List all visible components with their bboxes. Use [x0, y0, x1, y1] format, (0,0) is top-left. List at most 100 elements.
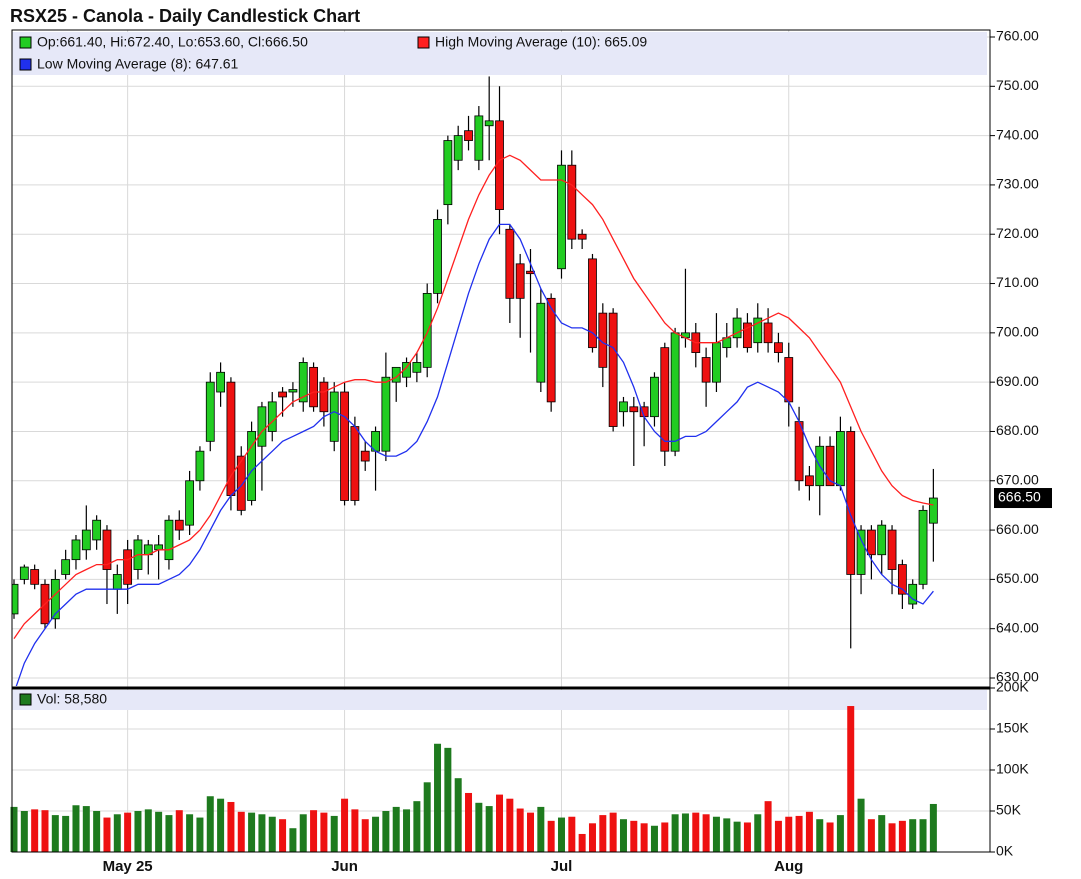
volume-bar	[847, 706, 855, 852]
last-price-badge	[994, 488, 1052, 509]
candle-body	[12, 583, 19, 615]
y-tick-label: 740.00	[996, 126, 1039, 142]
volume-bar	[113, 814, 121, 852]
candle-body	[588, 258, 597, 349]
volume-bar	[454, 778, 462, 852]
candle-body	[154, 544, 164, 551]
volume-bar	[227, 801, 235, 852]
candle-body	[267, 401, 277, 432]
y-tick-label: 100K	[996, 761, 1029, 777]
volume-bar	[403, 809, 411, 852]
candle-body	[856, 529, 866, 575]
candle-body	[877, 524, 887, 556]
y-tick-label: 670.00	[996, 471, 1039, 487]
candle-body	[866, 529, 876, 556]
volume-bar	[712, 816, 720, 852]
volume-bar	[62, 815, 70, 852]
volume-bar	[155, 811, 163, 852]
y-tick-label: 660.00	[996, 521, 1039, 537]
volume-bar	[816, 819, 824, 852]
plot-frame	[11, 29, 991, 853]
candle-body	[278, 391, 287, 398]
candle-body	[340, 391, 349, 501]
candle-body	[918, 509, 928, 585]
volume-bar	[51, 815, 59, 852]
y-tick-label: 760.00	[996, 28, 1039, 44]
volume-bar	[237, 811, 245, 852]
volume-bar	[743, 822, 751, 852]
candle-body	[670, 332, 680, 452]
candle-body	[846, 431, 856, 575]
legend-swatch	[19, 36, 32, 49]
volume-bar	[496, 794, 504, 852]
candle-body	[71, 539, 81, 561]
volume-bar	[650, 825, 658, 852]
volume-bar	[444, 747, 452, 852]
candle-body	[836, 431, 845, 487]
legend-volume: Vol: 58,580	[37, 691, 107, 707]
volume-bar	[20, 811, 28, 852]
moving-average-line	[13, 154, 934, 639]
candle-body	[19, 566, 29, 580]
volume-bar	[361, 819, 369, 852]
candle-body	[753, 317, 763, 344]
candle-body	[61, 559, 71, 575]
chart-title: RSX25 - Canola - Daily Candlestick Chart	[10, 6, 360, 26]
volume-legend-band	[12, 690, 987, 710]
candle-body	[391, 366, 401, 383]
volume-bar	[909, 819, 917, 852]
x-tick-label: Jul	[551, 858, 573, 875]
volume-bar	[774, 820, 782, 852]
y-tick-label: 0K	[996, 843, 1014, 859]
candle-body	[453, 135, 463, 161]
candle-body	[743, 322, 752, 349]
y-tick-label: 680.00	[996, 422, 1039, 438]
volume-bar	[599, 815, 607, 852]
volume-bar	[733, 821, 741, 852]
candle-body	[897, 564, 907, 595]
volume-bar	[341, 798, 349, 852]
candle-body	[236, 455, 246, 511]
candle-body	[205, 381, 215, 442]
moving-average-line	[15, 223, 934, 686]
candle-body	[257, 406, 267, 447]
volume-bar	[72, 805, 80, 852]
volume-bar	[382, 811, 390, 852]
volume-bar	[144, 809, 152, 852]
candle-body	[505, 228, 515, 299]
candle-body	[298, 362, 308, 403]
volume-bar	[557, 817, 565, 852]
volume-bar	[134, 811, 142, 852]
candle-body	[50, 578, 60, 620]
candle-body	[433, 219, 442, 294]
volume-bar	[423, 782, 431, 852]
x-tick-label: May 25	[103, 858, 153, 875]
volume-bar	[165, 815, 173, 852]
volume-bar	[795, 815, 803, 852]
volume-bar	[588, 823, 596, 852]
legend-swatch	[19, 693, 32, 706]
candle-body	[360, 450, 370, 462]
volume-bar	[465, 792, 473, 852]
y-tick-label: 150K	[996, 720, 1029, 736]
volume-bar	[10, 806, 18, 852]
candle-body	[577, 233, 587, 240]
volume-bar	[299, 814, 307, 852]
candle-body	[567, 164, 577, 240]
candle-body	[319, 381, 329, 413]
volume-bar	[413, 801, 421, 852]
y-tick-label: 650.00	[996, 570, 1039, 586]
candle-body	[123, 549, 133, 585]
volume-bar	[671, 814, 679, 852]
volume-bar	[785, 816, 793, 852]
y-tick-label: 630.00	[996, 669, 1039, 685]
last-price-label: 666.50	[998, 489, 1041, 505]
volume-bar	[31, 809, 39, 852]
candle-body	[309, 366, 318, 408]
candle-body	[174, 519, 184, 531]
candle-body	[185, 480, 195, 526]
legend-entry: High Moving Average (10): 665.09	[435, 34, 647, 50]
volume-bar	[857, 798, 865, 852]
legend-swatch	[19, 58, 32, 71]
